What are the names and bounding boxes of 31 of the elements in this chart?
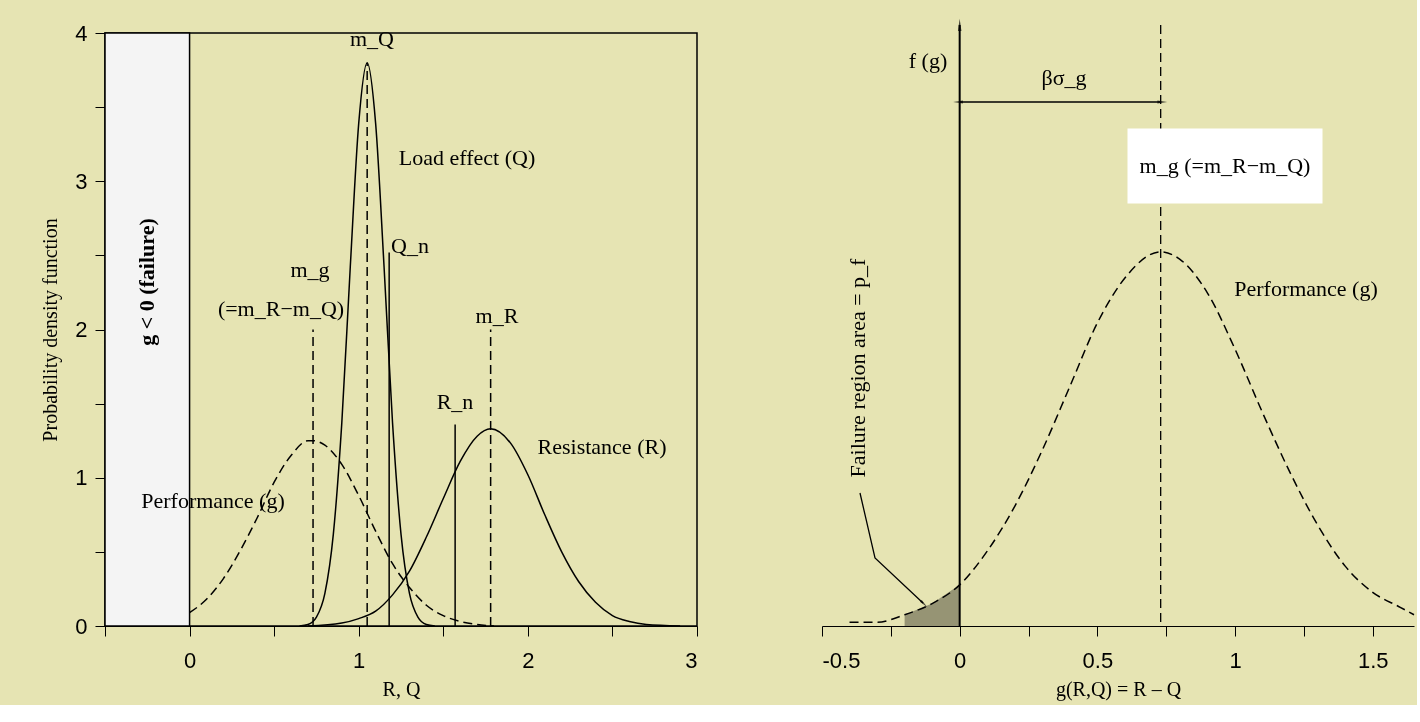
x-tick-label: 0: [183, 647, 197, 673]
y-axis-title: Probability density function: [39, 218, 63, 442]
x-tick-label: 1.5: [1357, 647, 1389, 673]
x-tick-label: 3: [685, 647, 698, 673]
band-label: g < 0 (failure): [134, 218, 160, 346]
annotation: Load effect (Q): [398, 145, 536, 170]
annotation: m_R: [475, 303, 519, 328]
text: βσ_g: [1041, 65, 1087, 90]
y-tick-label: 3: [75, 168, 88, 194]
y-tick-label: 1: [75, 465, 88, 491]
x-tick-label: 1: [353, 647, 366, 673]
annotation: Resistance (R): [537, 434, 667, 459]
annotation: Failure region area = p_f: [845, 257, 870, 478]
annotation: Q_n: [391, 233, 429, 258]
y-tick-label: 4: [75, 20, 88, 46]
x-tick-label: 2: [522, 647, 535, 673]
x-tick-label: -0.5: [822, 647, 861, 673]
x-tick-label: 0: [954, 647, 967, 673]
annotation: (=m_R−m_Q): [217, 296, 345, 321]
x-tick-label: 1: [1229, 647, 1242, 673]
text: m_g (=m_R−m_Q): [1139, 153, 1311, 178]
annotation: R_n: [436, 389, 474, 414]
text: f (g): [908, 48, 948, 73]
x-tick-label: 0.5: [1082, 647, 1114, 673]
y-tick-label: 2: [75, 317, 88, 342]
annotation: m_g: [290, 257, 330, 282]
y-tick-label: 0: [75, 613, 88, 639]
annotation: m_Q: [350, 26, 395, 51]
x-axis-title: R, Q: [382, 677, 421, 700]
x-axis-title: g(R,Q) = R – Q: [1055, 677, 1182, 701]
annotation: Performance (g): [1234, 276, 1378, 301]
